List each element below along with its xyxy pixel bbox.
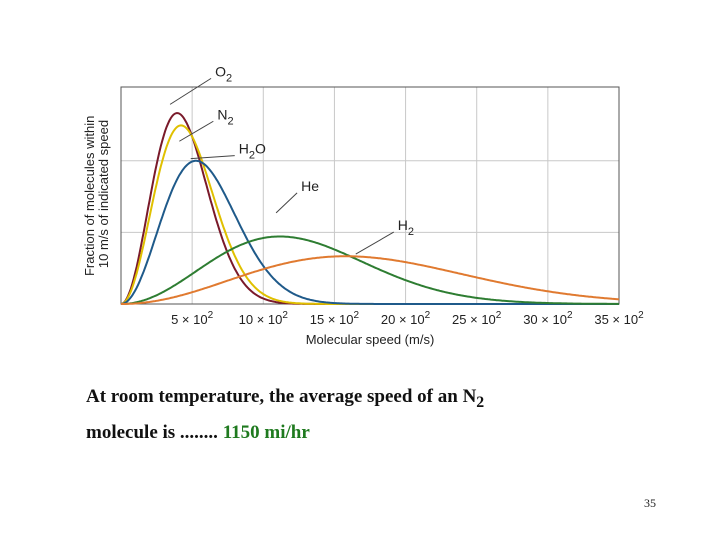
series-label-subscript: 2 bbox=[226, 72, 232, 84]
y-axis-label: Fraction of molecules within 10 m/s of i… bbox=[82, 112, 111, 276]
series-curve bbox=[121, 235, 619, 305]
page-number: 35 bbox=[644, 496, 656, 510]
series-leader-line bbox=[275, 192, 298, 214]
x-tick-label: 20 × 102 bbox=[381, 310, 431, 327]
x-axis-label: Molecular speed (m/s) bbox=[306, 332, 435, 347]
series-label: H2O bbox=[239, 141, 266, 162]
series-curve bbox=[120, 124, 619, 305]
x-tick-label: 5 × 102 bbox=[171, 310, 214, 327]
y-axis-label-line-1: Fraction of molecules within bbox=[82, 116, 97, 276]
series-label-subscript: 2 bbox=[249, 150, 255, 162]
x-tick-label: 15 × 102 bbox=[310, 310, 360, 327]
y-axis-label-line-2: 10 m/s of indicated speed bbox=[96, 120, 111, 268]
x-tick-exponent: 2 bbox=[496, 310, 502, 321]
x-tick-label: 25 × 102 bbox=[452, 310, 502, 327]
x-tick-exponent: 2 bbox=[354, 310, 360, 321]
series-label: O2 bbox=[215, 63, 232, 84]
series-label-subscript: 2 bbox=[408, 226, 414, 238]
x-tick-exponent: 2 bbox=[425, 310, 431, 321]
series-curve bbox=[121, 255, 620, 305]
series-label: He bbox=[301, 178, 319, 194]
series-label-suffix: O bbox=[255, 141, 266, 157]
series-leader-line bbox=[355, 231, 395, 255]
caption-answer: 1150 mi/hr bbox=[222, 421, 310, 443]
series-leader-line bbox=[179, 120, 214, 142]
series-leader-line bbox=[169, 77, 212, 105]
x-axis-tick-labels: 5 × 102 10 × 102 15 × 102 20 × 102 25 × 102 3… bbox=[171, 310, 644, 327]
x-tick-label: 35 × 102 bbox=[594, 310, 644, 327]
x-tick-exponent: 2 bbox=[208, 310, 214, 321]
series-label-subscript: 2 bbox=[227, 115, 233, 127]
x-tick-exponent: 2 bbox=[282, 310, 288, 321]
series-label: N2 bbox=[217, 106, 233, 127]
series-curves bbox=[120, 112, 620, 305]
caption-line-1-subscript: 2 bbox=[476, 393, 485, 411]
x-tick-exponent: 2 bbox=[638, 310, 644, 321]
x-tick-label: 10 × 102 bbox=[239, 310, 289, 327]
series-leader-line bbox=[190, 155, 235, 160]
caption-line-2-prefix: molecule is ........ bbox=[86, 421, 218, 443]
x-tick-label: 30 × 102 bbox=[523, 310, 573, 327]
x-tick-exponent: 2 bbox=[567, 310, 573, 321]
caption-line-2: molecule is ........ 1150 mi/hr bbox=[86, 418, 686, 448]
series-label-leaders bbox=[169, 77, 395, 255]
caption-line-1: At room temperature, the average speed o… bbox=[86, 382, 686, 418]
caption-line-1-text: At room temperature, the average speed o… bbox=[86, 386, 477, 407]
caption: At room temperature, the average speed o… bbox=[86, 382, 686, 448]
series-curve bbox=[120, 159, 619, 305]
